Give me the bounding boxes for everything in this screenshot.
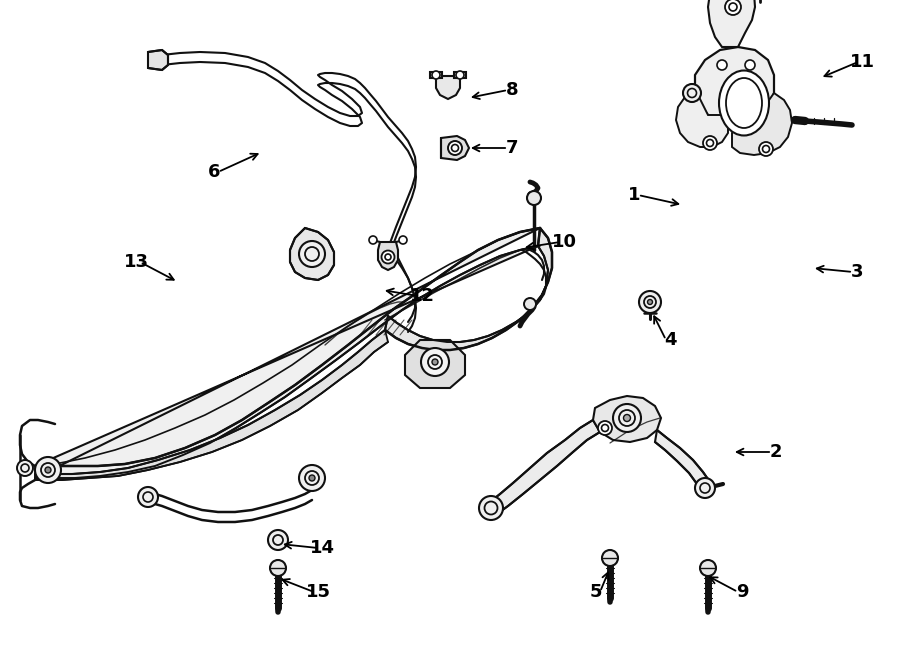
Circle shape: [138, 487, 158, 507]
Circle shape: [759, 142, 773, 156]
Polygon shape: [695, 47, 774, 125]
Circle shape: [309, 475, 315, 481]
Polygon shape: [436, 76, 460, 99]
Polygon shape: [148, 50, 168, 70]
Circle shape: [399, 236, 407, 244]
Circle shape: [703, 136, 717, 150]
Polygon shape: [405, 340, 465, 388]
Text: 1: 1: [628, 186, 640, 204]
Polygon shape: [385, 228, 552, 350]
Circle shape: [602, 550, 618, 566]
Polygon shape: [454, 72, 466, 78]
Circle shape: [725, 0, 741, 15]
Circle shape: [456, 71, 464, 79]
Polygon shape: [732, 93, 792, 155]
Ellipse shape: [719, 70, 769, 136]
Polygon shape: [655, 430, 710, 494]
Circle shape: [624, 414, 631, 422]
Polygon shape: [441, 136, 469, 160]
Circle shape: [268, 530, 288, 550]
Text: 6: 6: [208, 163, 220, 181]
Text: 11: 11: [850, 53, 875, 71]
Polygon shape: [290, 228, 334, 280]
Circle shape: [299, 465, 325, 491]
Text: 15: 15: [305, 583, 330, 601]
Circle shape: [432, 71, 440, 79]
Polygon shape: [676, 89, 728, 147]
Circle shape: [745, 60, 755, 70]
Circle shape: [479, 496, 503, 520]
Text: 4: 4: [664, 331, 676, 349]
Text: 14: 14: [310, 539, 335, 557]
Text: 10: 10: [552, 233, 577, 251]
Circle shape: [432, 359, 438, 365]
Circle shape: [45, 467, 51, 473]
Circle shape: [35, 457, 61, 483]
Circle shape: [270, 560, 286, 576]
Circle shape: [524, 298, 536, 310]
Polygon shape: [378, 242, 398, 270]
Circle shape: [613, 404, 641, 432]
Circle shape: [683, 84, 701, 102]
Text: 3: 3: [850, 263, 863, 281]
Text: 2: 2: [770, 443, 782, 461]
Text: 7: 7: [506, 139, 518, 157]
Circle shape: [717, 60, 727, 70]
Circle shape: [700, 560, 716, 576]
Text: 8: 8: [506, 81, 518, 99]
Polygon shape: [430, 72, 442, 78]
Circle shape: [448, 141, 462, 155]
Text: 9: 9: [736, 583, 748, 601]
Circle shape: [299, 241, 325, 267]
Circle shape: [647, 299, 652, 305]
Circle shape: [421, 348, 449, 376]
Circle shape: [639, 291, 661, 313]
Polygon shape: [35, 330, 388, 480]
Circle shape: [17, 460, 33, 476]
Polygon shape: [708, 0, 755, 47]
Circle shape: [527, 191, 541, 205]
Polygon shape: [593, 396, 661, 442]
Text: 12: 12: [410, 287, 435, 305]
Text: 5: 5: [590, 583, 602, 601]
Circle shape: [382, 250, 394, 263]
Text: 13: 13: [123, 253, 148, 271]
Polygon shape: [490, 420, 600, 516]
Circle shape: [369, 236, 377, 244]
Polygon shape: [35, 228, 540, 478]
Circle shape: [598, 421, 612, 435]
Circle shape: [695, 478, 715, 498]
